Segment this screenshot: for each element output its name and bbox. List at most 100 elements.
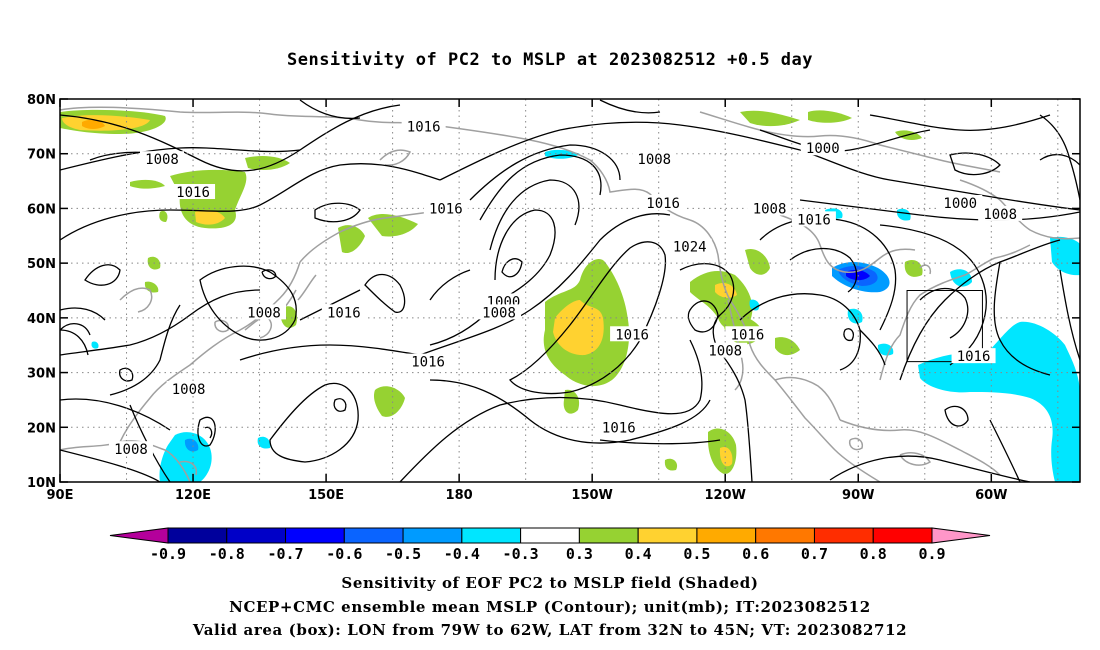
contour-label-bg	[108, 441, 153, 457]
contour-label-bg	[632, 151, 677, 167]
map-gridlines	[60, 99, 1080, 482]
colorbar-label: -0.8	[209, 545, 245, 563]
contour-label: 1016	[797, 212, 831, 228]
contour-label-bg	[140, 151, 184, 167]
contour-label: 1008	[482, 305, 516, 321]
colorbar-swatch	[755, 527, 815, 544]
colorbar-swatch	[167, 527, 228, 544]
contour-label-bg	[610, 326, 655, 342]
colorbar-swatch	[343, 527, 404, 544]
contour-label-bg	[747, 200, 792, 216]
lat-tick-label: 40N	[27, 312, 56, 327]
caption-shaded: Sensitivity of EOF PC2 to MSLP field (Sh…	[341, 574, 759, 592]
contour-label: 1016	[407, 119, 441, 135]
contour-label: 1016	[731, 327, 765, 343]
valid-area-box	[906, 290, 983, 363]
caption-valid-area: Valid area (box): LON from 79W to 62W, L…	[192, 621, 908, 639]
colorbar-label: -0.9	[150, 545, 186, 563]
colorbar-swatch	[813, 527, 874, 544]
colorbar-arrow-right	[931, 527, 991, 544]
lat-tick-label: 20N	[27, 421, 56, 436]
colorbar-label: 0.7	[801, 545, 828, 563]
contour-label-bg	[641, 194, 686, 210]
contour-label: 1008	[637, 152, 671, 168]
lon-tick-label: 150E	[308, 488, 344, 503]
contour-label-bg	[596, 419, 641, 435]
contour-label-bg	[791, 211, 836, 227]
colorbar-swatch	[696, 527, 757, 544]
contour-label: 1000	[943, 196, 977, 212]
contour-label-bg	[951, 348, 996, 364]
colorbar-label: 0.9	[918, 545, 945, 563]
colorbar-swatch	[520, 527, 580, 544]
colorbar-swatch	[285, 527, 345, 544]
colorbar-swatch	[402, 527, 463, 544]
lon-tick-label: 90W	[842, 488, 874, 503]
contour-label: 1008	[247, 305, 281, 321]
chart-title: Sensitivity of PC2 to MSLP at 2023082512…	[286, 50, 813, 70]
contour-label: 1008	[145, 152, 179, 168]
colorbar-label: 0.6	[742, 545, 769, 563]
lon-tick-label: 90E	[47, 488, 74, 503]
colorbar-label: -0.4	[444, 545, 480, 563]
colorbar-label: 0.5	[683, 545, 710, 563]
colorbar-label: -0.6	[326, 545, 362, 563]
lat-tick-label: 70N	[27, 148, 56, 163]
contour-label: 1008	[172, 382, 206, 398]
contour-label-bg	[401, 118, 446, 134]
colorbar-swatch	[578, 527, 639, 544]
colorbar-label: -0.7	[267, 545, 303, 563]
contour-label: 1008	[753, 201, 787, 217]
contour-label-bg	[242, 304, 286, 320]
shaded-positive-max	[82, 119, 105, 129]
shaded-positive	[60, 109, 923, 475]
contour-label-bg	[477, 304, 522, 320]
lon-tick-label: 60W	[975, 488, 1007, 503]
lat-tick-label: 50N	[27, 257, 56, 272]
contour-label: 1016	[957, 349, 991, 365]
colorbar: -0.9 -0.8 -0.7 -0.6 -0.5 -0.4 -0.3 0.3 0.4 0.5 0.6…	[109, 527, 991, 563]
colorbar-swatch	[461, 527, 522, 544]
shaded-positive-strong	[62, 115, 737, 467]
colorbar-label: -0.3	[503, 545, 539, 563]
lon-tick-label: 150W	[571, 488, 612, 503]
contour-label: 1016	[411, 355, 445, 371]
contour-label-bg	[406, 353, 451, 369]
lon-tick-label: 180	[446, 488, 473, 503]
contour-label-bg	[166, 380, 211, 396]
lon-tick-label: 120W	[704, 488, 745, 503]
colorbar-label: 0.3	[566, 545, 593, 563]
contour-label-bg	[321, 304, 366, 320]
contour-label: 1000	[806, 141, 840, 157]
contour-label: 1008	[983, 207, 1017, 223]
colorbar-label: 0.4	[625, 545, 652, 563]
lat-tick-label: 30N	[27, 367, 56, 382]
lat-tick-label: 10N	[27, 476, 56, 491]
contour-label: 1016	[646, 196, 680, 212]
contour-label-bg	[978, 205, 1023, 221]
colorbar-swatch	[226, 527, 287, 544]
contour-label: 1016	[176, 185, 210, 201]
lat-tick-label: 80N	[27, 93, 56, 108]
colorbar-arrow-left	[109, 527, 169, 544]
contour-label-bg	[703, 342, 748, 358]
lon-tick-label: 120E	[175, 488, 211, 503]
contour-label: 1024	[673, 240, 707, 256]
contour-label-bg	[938, 194, 983, 210]
contour-label: 1016	[429, 201, 463, 217]
lat-tick-label: 60N	[27, 202, 56, 217]
contour-label-bg	[725, 326, 770, 342]
colorbar-swatch	[637, 527, 698, 544]
colorbar-label: 0.8	[860, 545, 887, 563]
contour-label: 1016	[602, 420, 636, 436]
caption-contour: NCEP+CMC ensemble mean MSLP (Contour); u…	[229, 598, 871, 616]
contour-label: 1016	[615, 327, 649, 343]
contour-label: 1008	[708, 344, 742, 360]
colorbar-swatch	[872, 527, 933, 544]
mslp-contours	[60, 99, 1080, 482]
colorbar-label: -0.5	[385, 545, 421, 563]
contour-label-bg	[800, 140, 845, 156]
